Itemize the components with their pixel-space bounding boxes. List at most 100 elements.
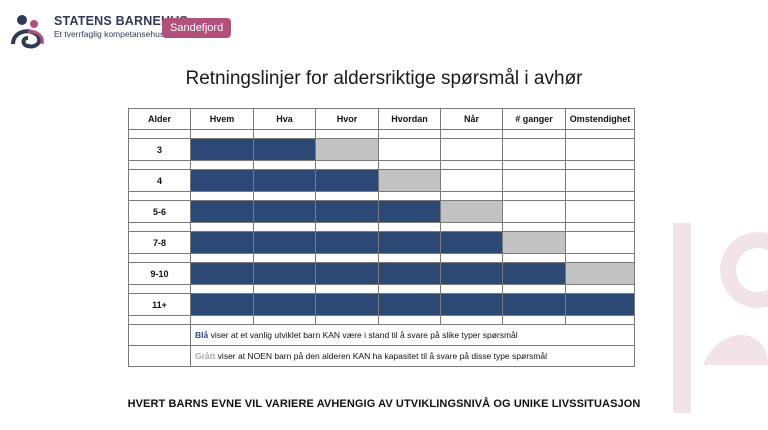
table-row: 11+ [128, 293, 635, 316]
spacer-cell [315, 222, 379, 232]
spacer-cell [440, 284, 503, 294]
spacer-cell [128, 315, 191, 325]
spacer-cell [128, 284, 191, 294]
spacer-cell [565, 253, 635, 263]
capability-cell-white [565, 169, 635, 192]
age-cell: 4 [128, 169, 191, 192]
spacer-row [128, 222, 635, 232]
table-row: 4 [128, 169, 635, 192]
spacer-cell [315, 284, 379, 294]
spacer-cell [253, 284, 316, 294]
capability-cell-blue [190, 138, 254, 161]
capability-cell-blue [378, 231, 441, 254]
capability-cell-gray [565, 262, 635, 285]
spacer-cell [190, 191, 254, 201]
spacer-cell [315, 191, 379, 201]
page-title: Retningslinjer for aldersriktige spørsmå… [185, 68, 583, 89]
capability-cell-blue [190, 169, 254, 192]
table-header-row: Alder Hvem Hva Hvor Hvordan Når # ganger… [128, 108, 635, 130]
spacer-cell [253, 160, 316, 170]
capability-cell-blue [253, 200, 316, 223]
capability-cell-white [565, 200, 635, 223]
spacer-cell [378, 284, 441, 294]
age-cell: 9-10 [128, 262, 191, 285]
table-row: 5-6 [128, 200, 635, 223]
age-cell: 5-6 [128, 200, 191, 223]
spacer-cell [440, 253, 503, 263]
capability-cell-blue [315, 262, 379, 285]
spacer-cell [253, 222, 316, 232]
column-header: Hvem [190, 108, 254, 130]
legend-empty-cell [128, 324, 191, 346]
spacer-cell [253, 129, 316, 139]
spacer-cell [378, 253, 441, 263]
capability-cell-white [440, 169, 503, 192]
capability-cell-blue [440, 293, 503, 316]
capability-cell-blue [190, 262, 254, 285]
spacer-cell [502, 160, 566, 170]
capability-cell-blue [315, 200, 379, 223]
capability-cell-blue [440, 231, 503, 254]
legend-blue-word: Blå [195, 330, 209, 340]
capability-cell-blue [315, 169, 379, 192]
spacer-cell [128, 129, 191, 139]
capability-cell-blue [253, 262, 316, 285]
spacer-row [128, 284, 635, 294]
spacer-cell [315, 129, 379, 139]
spacer-cell [440, 129, 503, 139]
spacer-cell [378, 160, 441, 170]
column-header: Omstendighet [565, 108, 635, 130]
spacer-cell [502, 253, 566, 263]
spacer-cell [253, 315, 316, 325]
capability-cell-white [502, 138, 566, 161]
spacer-cell [565, 160, 635, 170]
spacer-cell [565, 129, 635, 139]
capability-cell-blue [378, 293, 441, 316]
column-header: Hvor [315, 108, 379, 130]
table-row: 7-8 [128, 231, 635, 254]
table-row: 9-10 [128, 262, 635, 285]
spacer-cell [440, 222, 503, 232]
legend-blue: Blå viser at et vanlig utviklet barn KAN… [190, 324, 635, 346]
spacer-cell [253, 191, 316, 201]
spacer-cell [315, 315, 379, 325]
column-header: Når [440, 108, 503, 130]
spacer-cell [128, 222, 191, 232]
legend-empty-cell [128, 345, 191, 367]
spacer-cell [190, 160, 254, 170]
org-subtitle: Et tverrfaglig kompetansehus [54, 29, 165, 39]
spacer-cell [190, 253, 254, 263]
spacer-cell [128, 253, 191, 263]
capability-cell-white [502, 169, 566, 192]
capability-cell-gray [378, 169, 441, 192]
spacer-cell [128, 191, 191, 201]
table-row: 3 [128, 138, 635, 161]
spacer-cell [253, 253, 316, 263]
capability-cell-white [440, 138, 503, 161]
capability-cell-blue [315, 293, 379, 316]
spacer-cell [502, 222, 566, 232]
legend-row: Blå viser at et vanlig utviklet barn KAN… [128, 324, 635, 346]
legend-gray: Grått viser at NOEN barn på den alderen … [190, 345, 635, 367]
age-cell: 11+ [128, 293, 191, 316]
capability-cell-white [378, 138, 441, 161]
legend-blue-text: viser at et vanlig utviklet barn KAN vær… [208, 330, 518, 340]
org-name: STATENS BARNEHUS [54, 14, 189, 28]
spacer-cell [502, 284, 566, 294]
capability-cell-blue [190, 231, 254, 254]
spacer-cell [315, 160, 379, 170]
spacer-row [128, 253, 635, 263]
spacer-cell [378, 315, 441, 325]
spacer-cell [440, 315, 503, 325]
spacer-cell [190, 284, 254, 294]
column-header: # ganger [502, 108, 566, 130]
spacer-cell [565, 222, 635, 232]
spacer-row [128, 160, 635, 170]
capability-cell-blue [253, 231, 316, 254]
spacer-cell [190, 222, 254, 232]
capability-cell-blue [315, 231, 379, 254]
guidelines-table: Alder Hvem Hva Hvor Hvordan Når # ganger… [128, 108, 635, 367]
legend-row: Grått viser at NOEN barn på den alderen … [128, 345, 635, 367]
statens-barnehus-logo-icon [11, 15, 44, 49]
capability-cell-gray [440, 200, 503, 223]
